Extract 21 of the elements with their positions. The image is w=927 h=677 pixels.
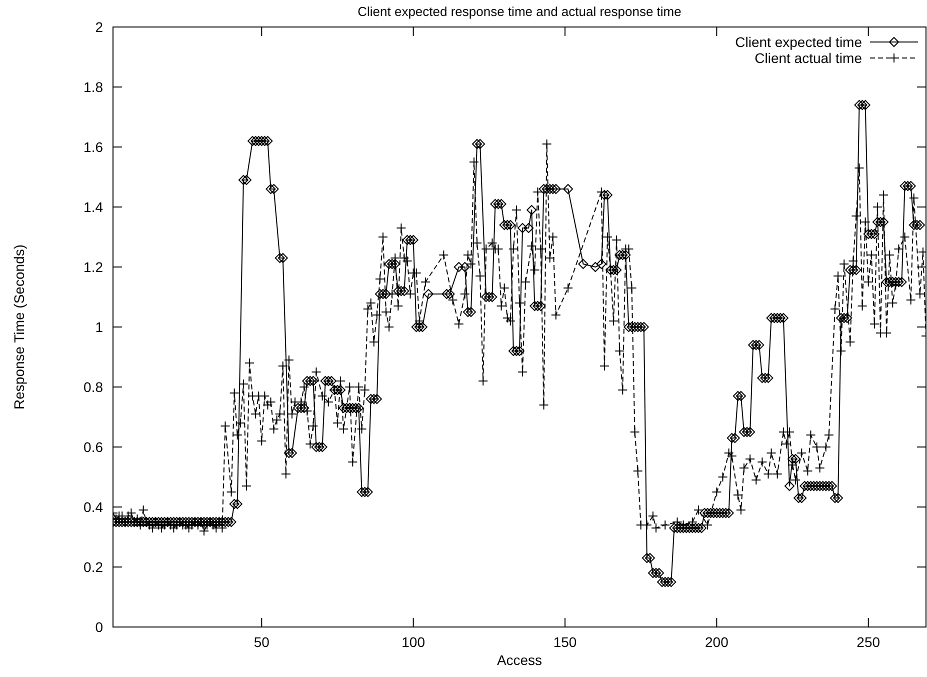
y-tick-label: 0.6 xyxy=(84,438,104,455)
legend-label: Client expected time xyxy=(735,34,862,50)
x-tick-label: 50 xyxy=(254,634,270,650)
x-axis-title: Access xyxy=(496,652,542,668)
x-tick-label: 100 xyxy=(402,634,426,650)
y-tick-label: 1 xyxy=(95,318,104,335)
y-tick-label: 1.4 xyxy=(84,198,104,215)
y-tick-label: 0.4 xyxy=(84,498,104,515)
y-tick-label: 0.8 xyxy=(84,378,104,395)
y-tick-label: 2 xyxy=(95,18,104,35)
x-tick-label: 150 xyxy=(553,634,577,650)
chart-title: Client expected response time and actual response time xyxy=(358,4,682,19)
y-axis-title: Response Time (Seconds) xyxy=(11,244,27,410)
legend-label: Client actual time xyxy=(754,50,862,66)
y-tick-label: 0.2 xyxy=(84,558,104,575)
y-tick-label: 0 xyxy=(95,618,104,635)
y-tick-label: 1.8 xyxy=(84,78,104,95)
x-tick-label: 200 xyxy=(705,634,729,650)
x-tick-label: 250 xyxy=(856,634,880,650)
y-tick-label: 1.2 xyxy=(84,258,104,275)
y-tick-label: 1.6 xyxy=(84,138,104,155)
